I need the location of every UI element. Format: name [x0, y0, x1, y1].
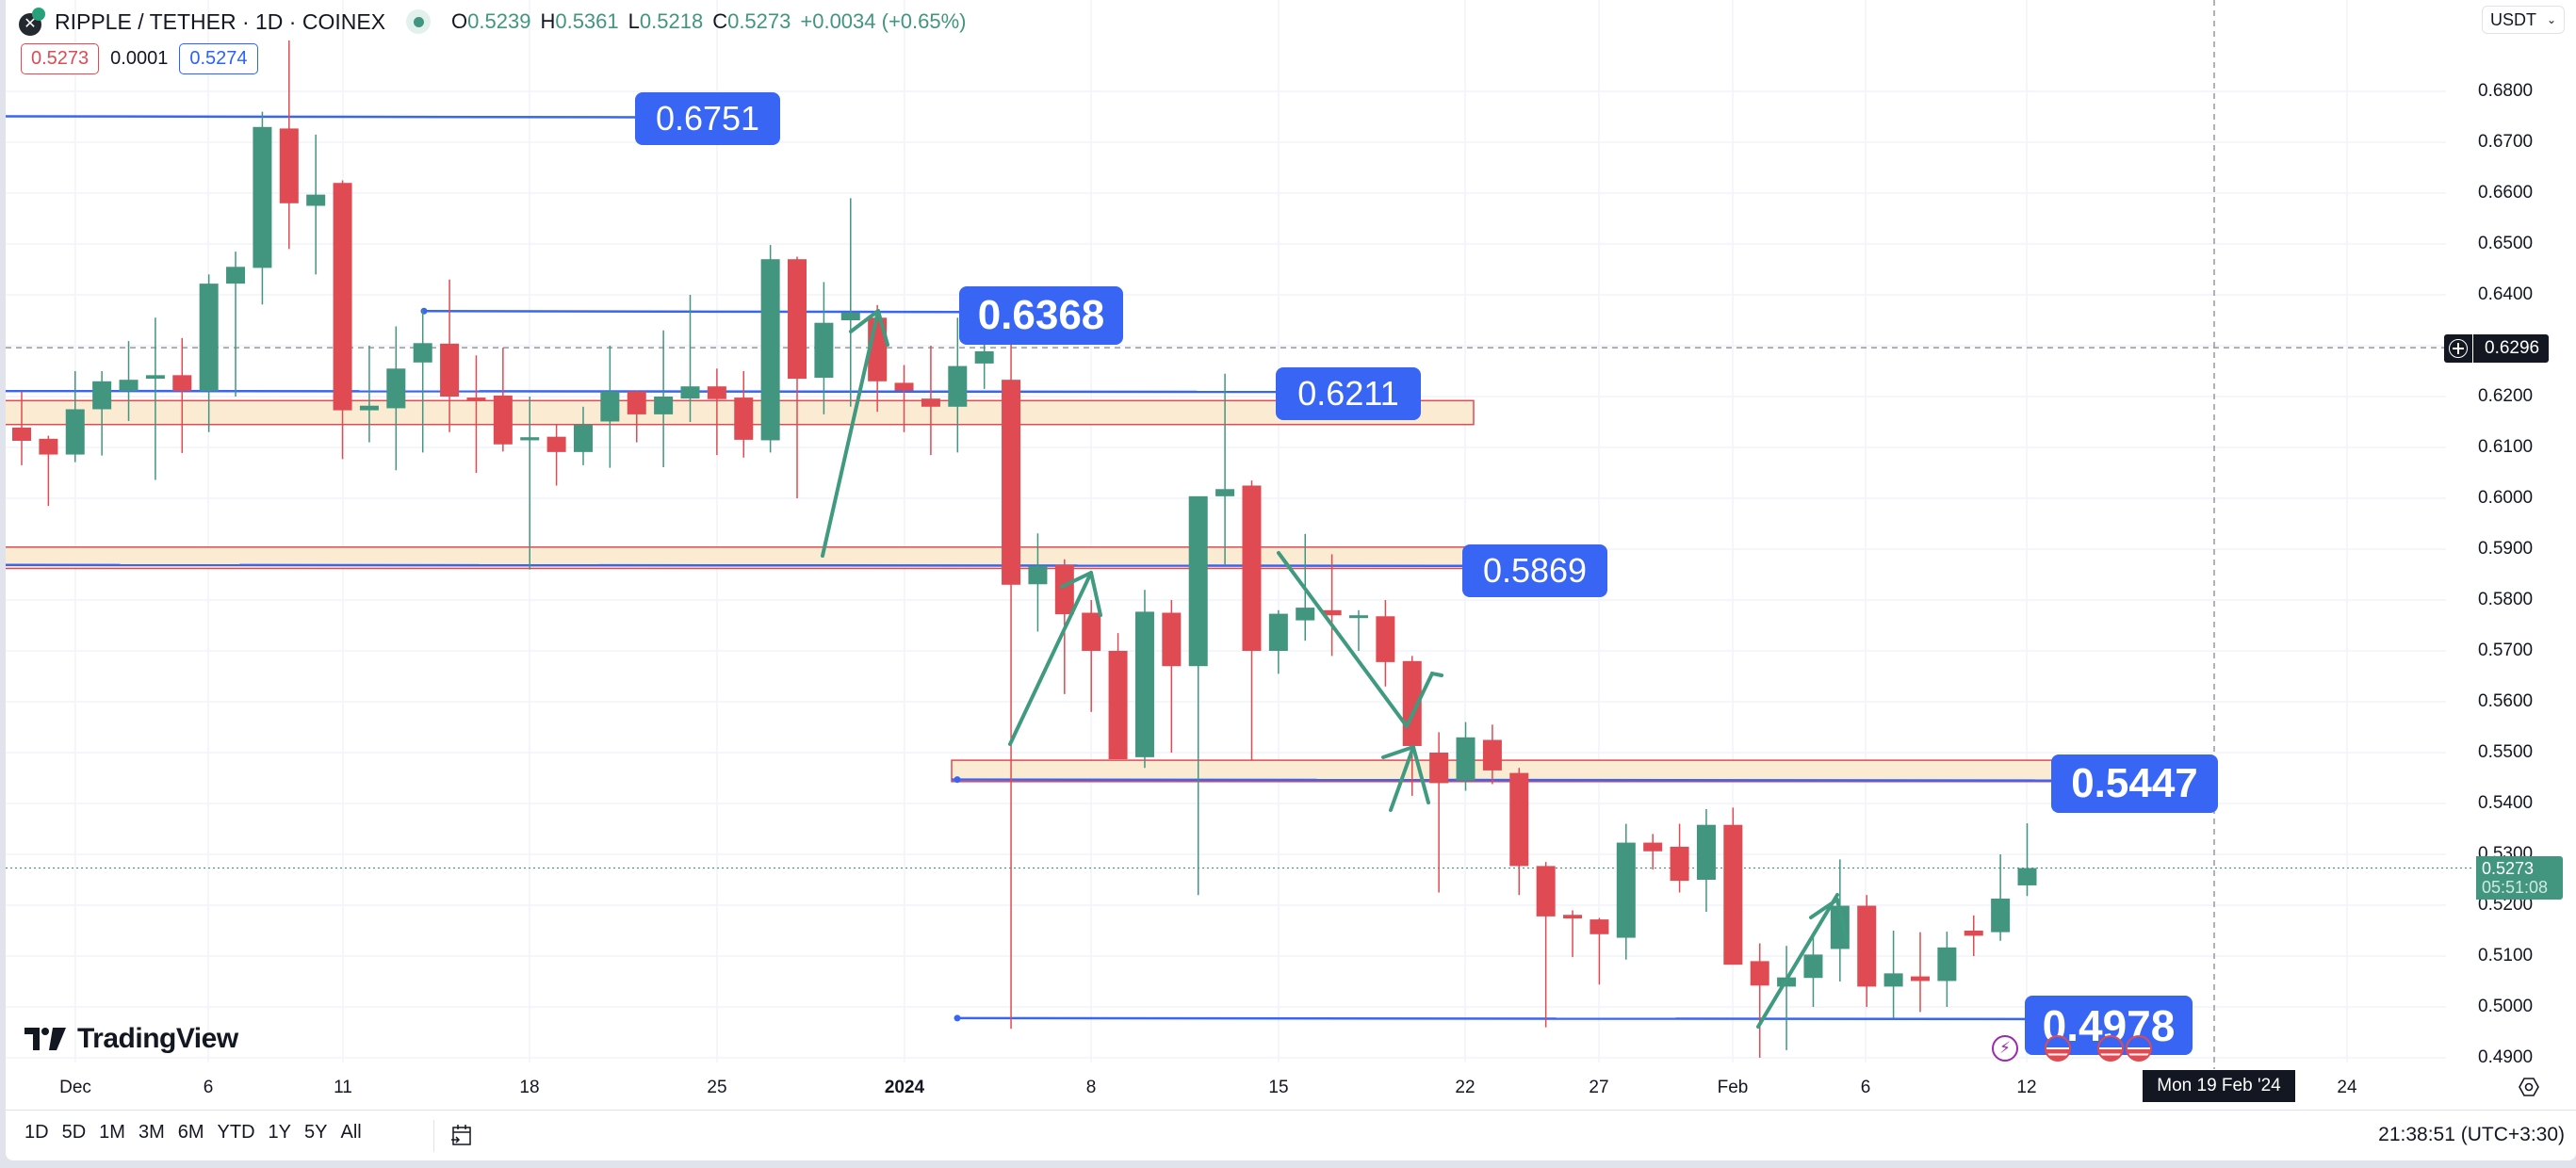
- divider: [433, 1120, 434, 1152]
- currency-select[interactable]: USDT ⌄: [2482, 6, 2565, 34]
- time-axis-label: Feb: [1717, 1078, 1749, 1097]
- tether-coin-icon: [32, 8, 45, 21]
- time-axis-label: 12: [2016, 1078, 2037, 1097]
- range-button-ytd[interactable]: YTD: [217, 1122, 255, 1143]
- time-axis-label: 24: [2337, 1078, 2357, 1097]
- price-axis-label: 0.6100: [2478, 437, 2534, 457]
- range-button-1y[interactable]: 1Y: [268, 1122, 292, 1143]
- high-value: 0.5361: [555, 9, 619, 33]
- open-label: O: [451, 9, 468, 33]
- range-button-1d[interactable]: 1D: [24, 1122, 49, 1143]
- time-axis-label: 11: [334, 1078, 352, 1097]
- time-axis-label: 6: [1860, 1078, 1871, 1097]
- change-value: +0.0034 (+0.65%): [800, 9, 967, 33]
- us-economic-event-icon[interactable]: [2126, 1035, 2152, 1062]
- last-price-value: 0.5273: [2482, 859, 2535, 878]
- price-axis-label: 0.5200: [2478, 895, 2534, 915]
- buy-sell-quotes: 0.5273 0.0001 0.5274: [21, 43, 258, 74]
- last-price-label: 0.5273 05:51:08: [2476, 856, 2563, 900]
- price-axis-label: 0.6400: [2478, 284, 2534, 304]
- chart-window: ✕ RIPPLE / TETHER · 1D · COINEX O0.5239 …: [6, 0, 2576, 1160]
- add-alert-plus-icon[interactable]: [2444, 334, 2473, 363]
- price-level-label[interactable]: 0.5447: [2051, 754, 2218, 813]
- time-axis-label: 15: [1268, 1078, 1289, 1097]
- price-axis-label: 0.6200: [2478, 386, 2534, 406]
- price-axis-label: 0.5600: [2478, 691, 2534, 711]
- time-axis-label: 18: [519, 1078, 540, 1097]
- chart-legend: ✕ RIPPLE / TETHER · 1D · COINEX O0.5239 …: [19, 8, 967, 36]
- close-label: C: [712, 9, 728, 33]
- tradingview-logo-icon: [24, 1028, 66, 1050]
- range-button-6m[interactable]: 6M: [177, 1122, 204, 1143]
- spread-value: 0.0001: [110, 48, 169, 69]
- crosshair-price-value: 0.6296: [2485, 338, 2540, 358]
- low-label: L: [628, 9, 640, 33]
- time-axis-label: 25: [707, 1078, 727, 1097]
- low-value: 0.5218: [639, 9, 704, 33]
- sell-button[interactable]: 0.5273: [21, 43, 100, 74]
- date-range-buttons: 1D 5D 1M 3M 6M YTD 1Y 5Y All: [24, 1122, 362, 1144]
- price-axis-label: 0.4900: [2478, 1047, 2534, 1067]
- time-axis-label: Dec: [59, 1078, 91, 1097]
- price-axis-label: 0.6600: [2478, 183, 2534, 203]
- ohlc-values: O0.5239 H0.5361 L0.5218 C0.5273 +0.0034 …: [451, 9, 966, 34]
- tradingview-logo-text: TradingView: [77, 1023, 238, 1054]
- bar-countdown: 05:51:08: [2482, 878, 2549, 897]
- price-level-label[interactable]: 0.5869: [1462, 544, 1607, 597]
- price-axis-label: 0.5400: [2478, 793, 2534, 813]
- tradingview-logo[interactable]: TradingView: [24, 1023, 238, 1055]
- range-button-1m[interactable]: 1M: [99, 1122, 125, 1143]
- event-lightning-icon[interactable]: ⚡: [1992, 1035, 2018, 1062]
- bottom-toolbar: 1D 5D 1M 3M 6M YTD 1Y 5Y All 21:38:51 (UTC+3:30): [6, 1110, 2576, 1161]
- us-economic-event-icon[interactable]: [2045, 1035, 2071, 1062]
- high-label: H: [540, 9, 556, 33]
- time-axis-label: 27: [1589, 1078, 1609, 1097]
- buy-button[interactable]: 0.5274: [179, 43, 258, 74]
- symbol-icon: ✕: [19, 8, 47, 36]
- crosshair-price-label: 0.6296: [2444, 334, 2550, 363]
- us-economic-event-icon[interactable]: [2097, 1035, 2124, 1062]
- price-axis-label: 0.5000: [2478, 997, 2534, 1016]
- price-axis-label: 0.6500: [2478, 234, 2534, 253]
- timezone-clock[interactable]: 21:38:51 (UTC+3:30): [2378, 1124, 2565, 1145]
- price-axis-label: 0.5700: [2478, 641, 2534, 660]
- price-level-label[interactable]: 0.6368: [959, 286, 1123, 345]
- price-axis-label: 0.5800: [2478, 590, 2534, 609]
- symbol-title[interactable]: RIPPLE / TETHER · 1D · COINEX: [55, 8, 386, 34]
- range-button-5d[interactable]: 5D: [61, 1122, 87, 1143]
- price-level-label[interactable]: 0.6751: [635, 92, 780, 145]
- open-value: 0.5239: [467, 9, 531, 33]
- time-axis-label: 8: [1085, 1078, 1097, 1097]
- currency-label: USDT: [2490, 9, 2536, 29]
- price-level-label[interactable]: 0.6211: [1276, 367, 1421, 420]
- price-axis-label: 0.6800: [2478, 81, 2534, 101]
- price-axis-label: 0.5900: [2478, 539, 2534, 559]
- price-axis-label: 0.6700: [2478, 132, 2534, 152]
- market-status-icon[interactable]: [406, 9, 432, 34]
- time-axis-label: 22: [1455, 1078, 1475, 1097]
- range-button-5y[interactable]: 5Y: [304, 1122, 328, 1143]
- range-button-all[interactable]: All: [340, 1122, 362, 1143]
- range-button-3m[interactable]: 3M: [138, 1122, 165, 1143]
- price-axis-label: 0.5500: [2478, 742, 2534, 762]
- chevron-down-icon: ⌄: [2546, 13, 2556, 26]
- price-axis-label: 0.6000: [2478, 488, 2534, 508]
- close-value: 0.5273: [727, 9, 791, 33]
- time-axis-label: 6: [203, 1078, 214, 1097]
- price-chart-canvas[interactable]: [6, 0, 2576, 1110]
- price-axis-label: 0.5100: [2478, 946, 2534, 965]
- time-axis-label: 2024: [884, 1078, 925, 1097]
- chart-settings-icon[interactable]: [2518, 1076, 2540, 1098]
- crosshair-date-label: Mon 19 Feb '24: [2143, 1070, 2295, 1102]
- go-to-date-calendar-icon[interactable]: [448, 1122, 475, 1148]
